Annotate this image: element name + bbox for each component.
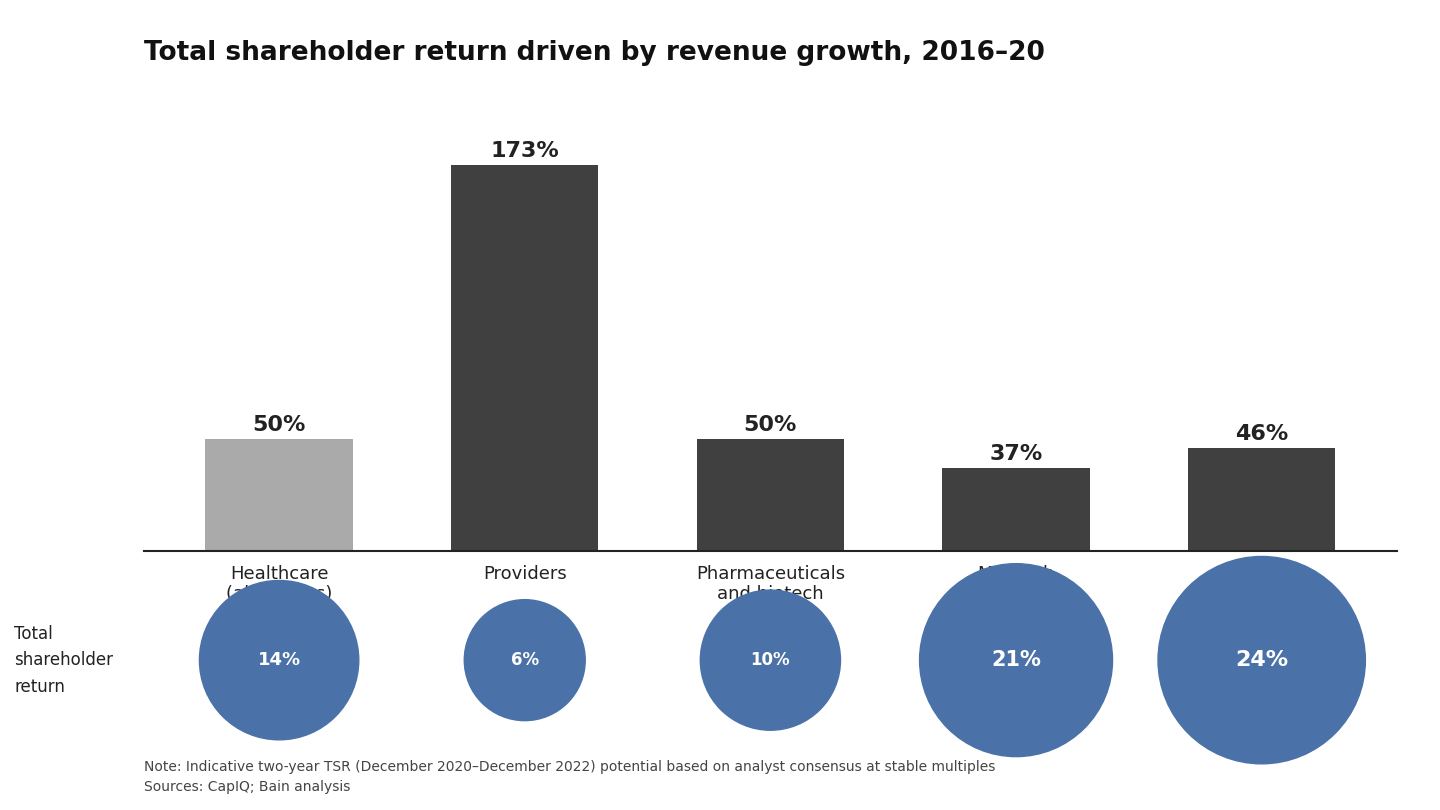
Text: 14%: 14% bbox=[258, 651, 301, 669]
Text: 37%: 37% bbox=[989, 444, 1043, 464]
Bar bbox=[697, 439, 844, 551]
Text: 10%: 10% bbox=[750, 651, 791, 669]
Text: 24%: 24% bbox=[1236, 650, 1289, 670]
Text: 50%: 50% bbox=[252, 415, 305, 435]
Text: 6%: 6% bbox=[511, 651, 539, 669]
Text: 46%: 46% bbox=[1236, 424, 1289, 444]
Bar bbox=[1188, 449, 1335, 551]
Bar bbox=[206, 439, 353, 551]
Text: 173%: 173% bbox=[491, 141, 559, 161]
Text: Sources: CapIQ; Bain analysis: Sources: CapIQ; Bain analysis bbox=[144, 780, 350, 794]
Text: Total shareholder return driven by revenue growth, 2016–20: Total shareholder return driven by reven… bbox=[144, 40, 1045, 66]
Text: 50%: 50% bbox=[743, 415, 798, 435]
Bar bbox=[451, 165, 599, 551]
Text: Note: Indicative two-year TSR (December 2020–December 2022) potential based on a: Note: Indicative two-year TSR (December … bbox=[144, 760, 995, 774]
Bar bbox=[942, 468, 1090, 551]
Text: 21%: 21% bbox=[991, 650, 1041, 670]
Text: Total
shareholder
return: Total shareholder return bbox=[14, 625, 114, 696]
